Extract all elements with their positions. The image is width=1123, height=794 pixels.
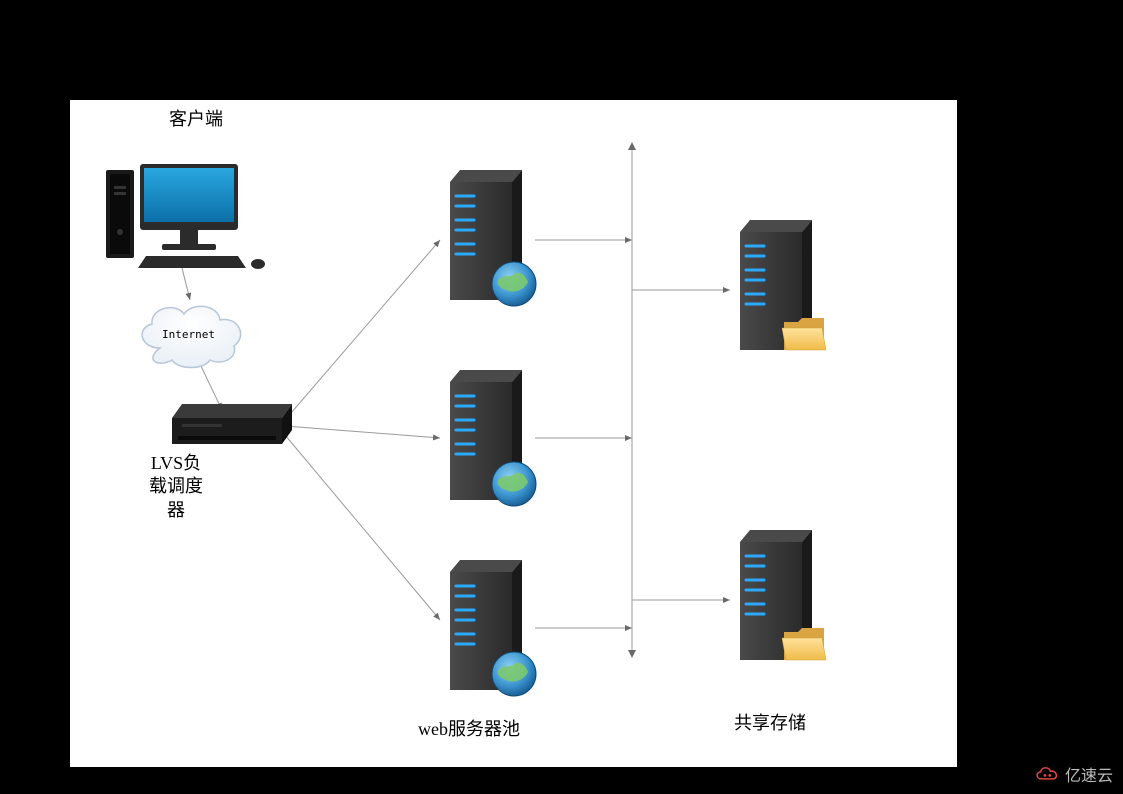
- network-diagram: [70, 100, 957, 767]
- edge-lvs-web2: [285, 426, 440, 438]
- edge-cloud-lvs: [200, 364, 222, 410]
- edge-lvs-web1: [285, 240, 440, 420]
- web-server-2-icon: [450, 370, 536, 506]
- lvs-label: LVS负 载调度 器: [136, 452, 216, 522]
- watermark-cloud-icon: [1033, 763, 1061, 785]
- watermark-text: 亿速云: [1065, 762, 1113, 786]
- shared-storage-label: 共享存储: [734, 712, 806, 735]
- watermark: 亿速云: [1033, 762, 1113, 786]
- web-pool-label: web服务器池: [418, 718, 520, 741]
- diagram-canvas: 客户端 Internet LVS负 载调度 器 web服务器池 共享存储: [70, 100, 957, 767]
- storage-server-2-icon: [740, 530, 826, 660]
- web-server-1-icon: [450, 170, 536, 306]
- client-label: 客户端: [156, 108, 236, 131]
- internet-label: Internet: [162, 328, 215, 342]
- lvs-device-icon: [172, 404, 292, 444]
- storage-server-1-icon: [740, 220, 826, 350]
- web-server-3-icon: [450, 560, 536, 696]
- edge-lvs-web3: [285, 435, 440, 620]
- client-pc-icon: [106, 164, 265, 269]
